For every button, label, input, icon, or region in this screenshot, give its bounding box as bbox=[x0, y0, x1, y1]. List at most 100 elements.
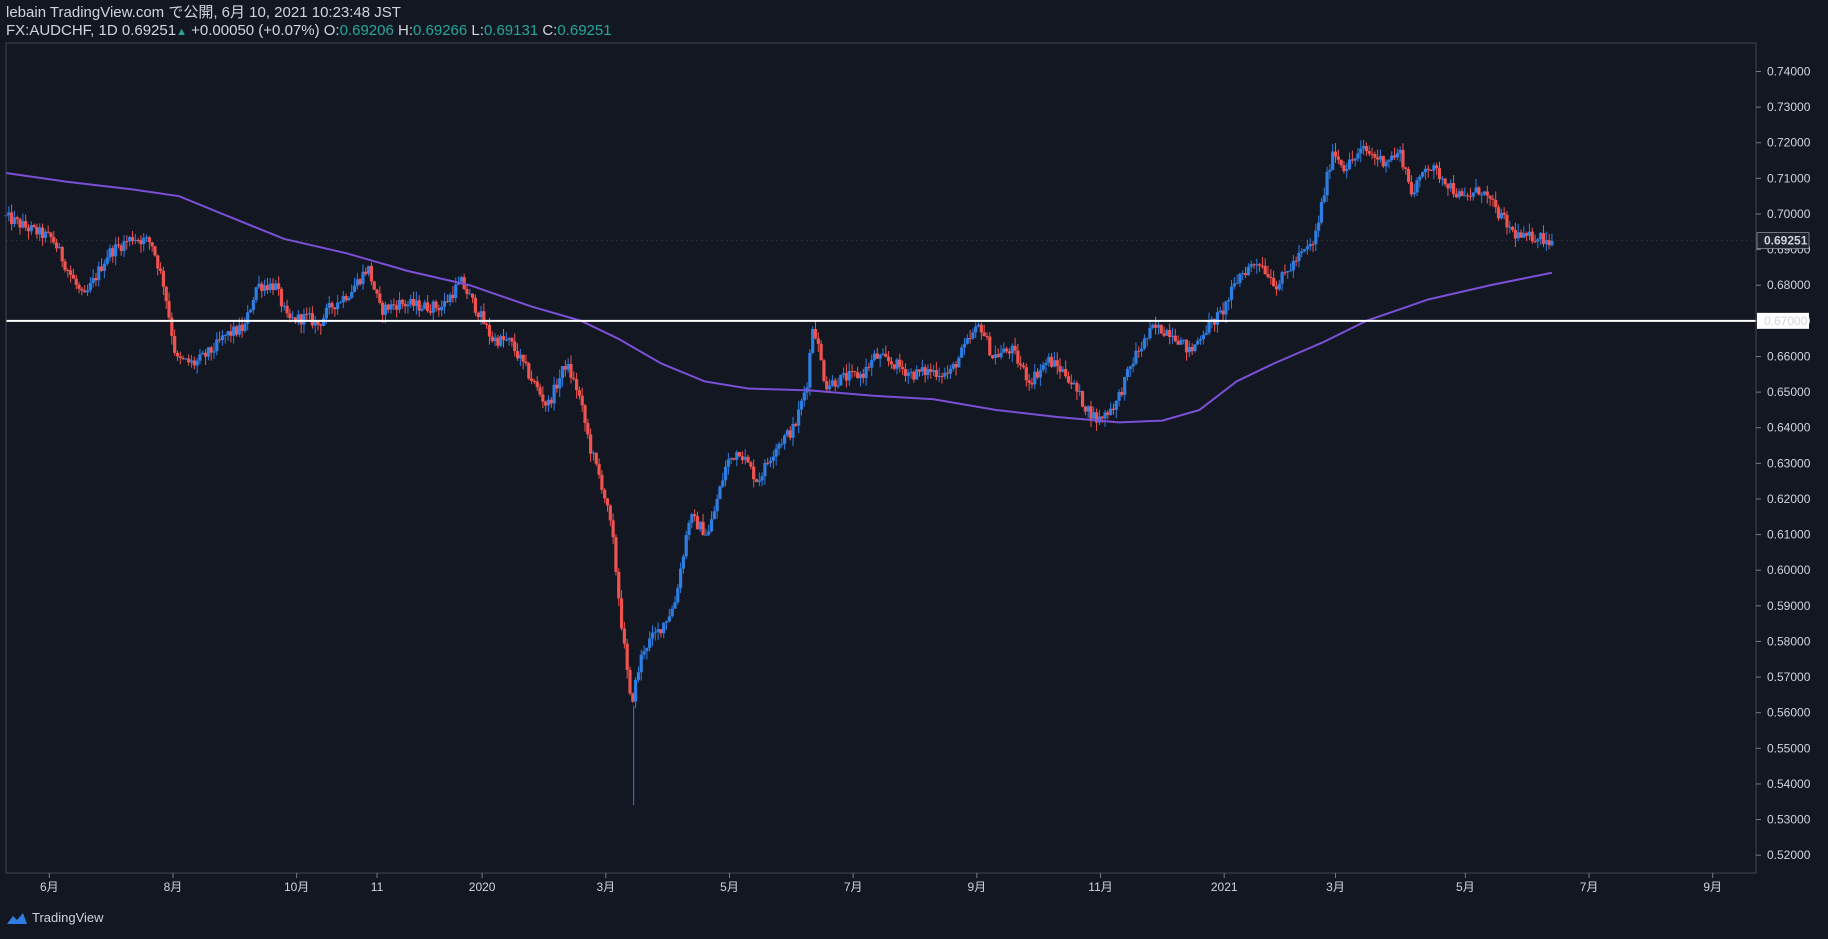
time-axis[interactable]: 6月 8月 10月 11 2020 3月 5月 7月 9月 11月 2021 3月 5月 7月 9月 bbox=[40, 873, 1722, 894]
candle-body bbox=[628, 669, 632, 694]
candle bbox=[1238, 272, 1242, 287]
candle-body bbox=[1311, 244, 1315, 246]
candle-body bbox=[1176, 341, 1180, 345]
candle-body bbox=[864, 366, 868, 378]
candle-body bbox=[1390, 155, 1394, 161]
candle-body bbox=[71, 274, 76, 279]
candle bbox=[1359, 140, 1363, 163]
candle bbox=[173, 329, 177, 356]
candle-body bbox=[510, 338, 514, 342]
candle-body bbox=[1086, 406, 1090, 412]
candle-body bbox=[926, 369, 930, 376]
candle bbox=[1302, 249, 1307, 253]
symbol-label[interactable]: FX:AUDCHF, 1D bbox=[6, 22, 118, 39]
candle bbox=[218, 331, 222, 343]
candle bbox=[822, 358, 826, 383]
candle-body bbox=[695, 516, 700, 530]
candle-body bbox=[1342, 164, 1346, 172]
candle-body bbox=[1190, 347, 1194, 352]
candle-body bbox=[1339, 159, 1343, 165]
candle-body bbox=[1536, 239, 1540, 242]
candle bbox=[1137, 346, 1141, 358]
candle-body bbox=[1510, 226, 1515, 231]
candle bbox=[1139, 341, 1144, 357]
candle bbox=[816, 332, 820, 353]
candle bbox=[1530, 227, 1534, 244]
candle-body bbox=[996, 354, 1000, 357]
candle bbox=[1443, 177, 1447, 187]
candle-body bbox=[114, 244, 118, 257]
candle bbox=[1266, 265, 1270, 279]
candle bbox=[1159, 324, 1163, 334]
candle bbox=[971, 328, 975, 341]
candle-body bbox=[766, 462, 770, 464]
candle-body bbox=[1255, 264, 1259, 266]
candle-body bbox=[142, 237, 146, 245]
candle bbox=[1033, 364, 1037, 390]
candle-body bbox=[954, 364, 958, 368]
candle-body bbox=[352, 285, 357, 293]
candle-body bbox=[21, 221, 25, 228]
candle-body bbox=[752, 466, 756, 480]
candle bbox=[830, 375, 834, 388]
candle-body bbox=[265, 285, 270, 291]
candle-body bbox=[659, 629, 663, 634]
price-axis[interactable]: 0.740000.730000.720000.710000.700000.690… bbox=[1756, 64, 1811, 862]
candle-body bbox=[1302, 249, 1307, 252]
candle-body bbox=[482, 311, 486, 324]
candle-body bbox=[1019, 363, 1023, 366]
candle bbox=[161, 266, 166, 296]
candle bbox=[1044, 359, 1048, 374]
candle-body bbox=[1457, 191, 1461, 198]
candle-body bbox=[1007, 351, 1012, 354]
candle-body bbox=[296, 314, 300, 323]
candle-body bbox=[426, 302, 430, 312]
candle-body bbox=[316, 320, 320, 325]
candle-body bbox=[662, 622, 666, 634]
candle-body bbox=[979, 324, 983, 333]
candle bbox=[608, 504, 612, 527]
candle-body bbox=[130, 237, 135, 242]
candle-body bbox=[1013, 345, 1017, 351]
candle bbox=[1387, 158, 1391, 169]
candle-body bbox=[1024, 367, 1028, 381]
candle-body bbox=[1421, 172, 1425, 177]
candle-body bbox=[768, 460, 773, 463]
candle bbox=[653, 627, 657, 641]
candle-body bbox=[844, 373, 849, 381]
candle bbox=[52, 230, 56, 245]
candle-body bbox=[434, 301, 438, 309]
y-tick-label: 0.73000 bbox=[1767, 100, 1811, 114]
candle-body bbox=[757, 480, 761, 483]
candle-body bbox=[605, 498, 610, 506]
candle bbox=[856, 366, 860, 379]
candle-body bbox=[1471, 192, 1475, 197]
candle-body bbox=[566, 364, 570, 370]
candle bbox=[130, 231, 135, 246]
candle bbox=[510, 336, 514, 347]
candle bbox=[1342, 161, 1346, 174]
candle-body bbox=[7, 212, 11, 216]
candle-body bbox=[934, 370, 938, 378]
y-tick-label: 0.56000 bbox=[1767, 706, 1811, 720]
candle-body bbox=[872, 353, 877, 360]
candle-body bbox=[147, 237, 151, 243]
candle bbox=[1232, 277, 1236, 290]
tradingview-footer[interactable]: TradingView bbox=[6, 910, 104, 925]
candle-body bbox=[1485, 191, 1489, 196]
price-labels: 0.69251 0.67000 bbox=[1756, 232, 1810, 329]
candle-body bbox=[572, 377, 576, 380]
candle-body bbox=[389, 304, 393, 310]
candle-body bbox=[330, 303, 334, 308]
tradingview-logo-icon bbox=[7, 912, 27, 924]
candle bbox=[917, 369, 922, 377]
candle-body bbox=[178, 356, 182, 358]
x-tick-label: 3月 bbox=[1326, 880, 1345, 894]
y-tick-label: 0.55000 bbox=[1767, 741, 1811, 755]
candle bbox=[156, 254, 160, 276]
candle-body bbox=[1350, 159, 1354, 161]
candle bbox=[996, 348, 1000, 358]
candle-body bbox=[381, 302, 385, 315]
candle-body bbox=[558, 378, 562, 389]
